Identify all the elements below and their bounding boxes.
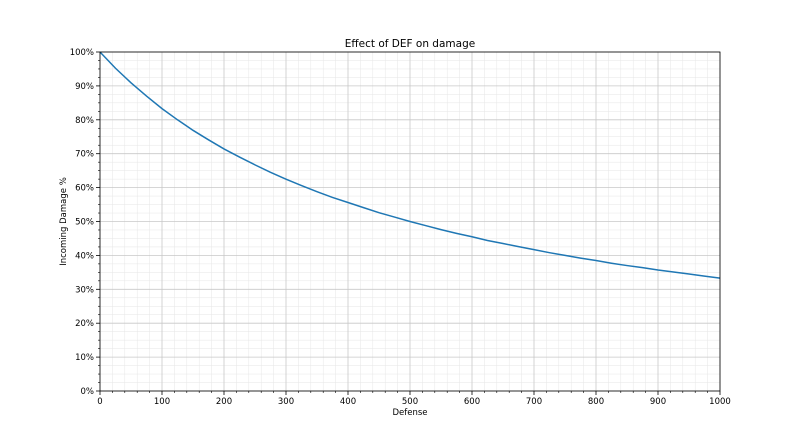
x-tick-label: 400 — [340, 397, 356, 407]
y-tick-label: 20% — [75, 319, 94, 329]
y-tick-label: 90% — [75, 82, 94, 92]
x-tick-label: 500 — [402, 397, 418, 407]
x-axis: 0 100 200 300 400 500 600 700 800 900 1000 — [97, 391, 731, 407]
y-tick-label: 60% — [75, 184, 94, 194]
x-tick-label: 700 — [526, 397, 542, 407]
x-tick-label: 600 — [464, 397, 480, 407]
y-tick-label: 100% — [70, 48, 94, 58]
y-axis: 0% 10% 20% 30% 40% 50% 60% 70% 80% 90% 100% — [70, 48, 100, 397]
series-group — [99, 51, 721, 279]
x-tick-label: 800 — [588, 397, 604, 407]
x-tick-label: 0 — [97, 397, 102, 407]
y-tick-label: 0% — [81, 387, 95, 397]
x-tick-label: 300 — [278, 397, 294, 407]
series-line — [99, 51, 721, 279]
grid — [99, 51, 721, 392]
y-tick-label: 40% — [75, 251, 94, 261]
y-tick-label: 70% — [75, 150, 94, 160]
x-tick-label: 200 — [216, 397, 232, 407]
y-tick-label: 50% — [75, 218, 94, 228]
y-tick-label: 10% — [75, 353, 94, 363]
y-tick-label: 80% — [75, 116, 94, 126]
x-tick-label: 1000 — [709, 397, 731, 407]
chart-title: Effect of DEF on damage — [345, 38, 475, 50]
x-axis-label: Defense — [392, 408, 427, 418]
x-tick-label: 900 — [650, 397, 666, 407]
y-axis-label: Incoming Damage % — [59, 177, 69, 266]
x-tick-label: 100 — [154, 397, 170, 407]
y-tick-label: 30% — [75, 285, 94, 295]
